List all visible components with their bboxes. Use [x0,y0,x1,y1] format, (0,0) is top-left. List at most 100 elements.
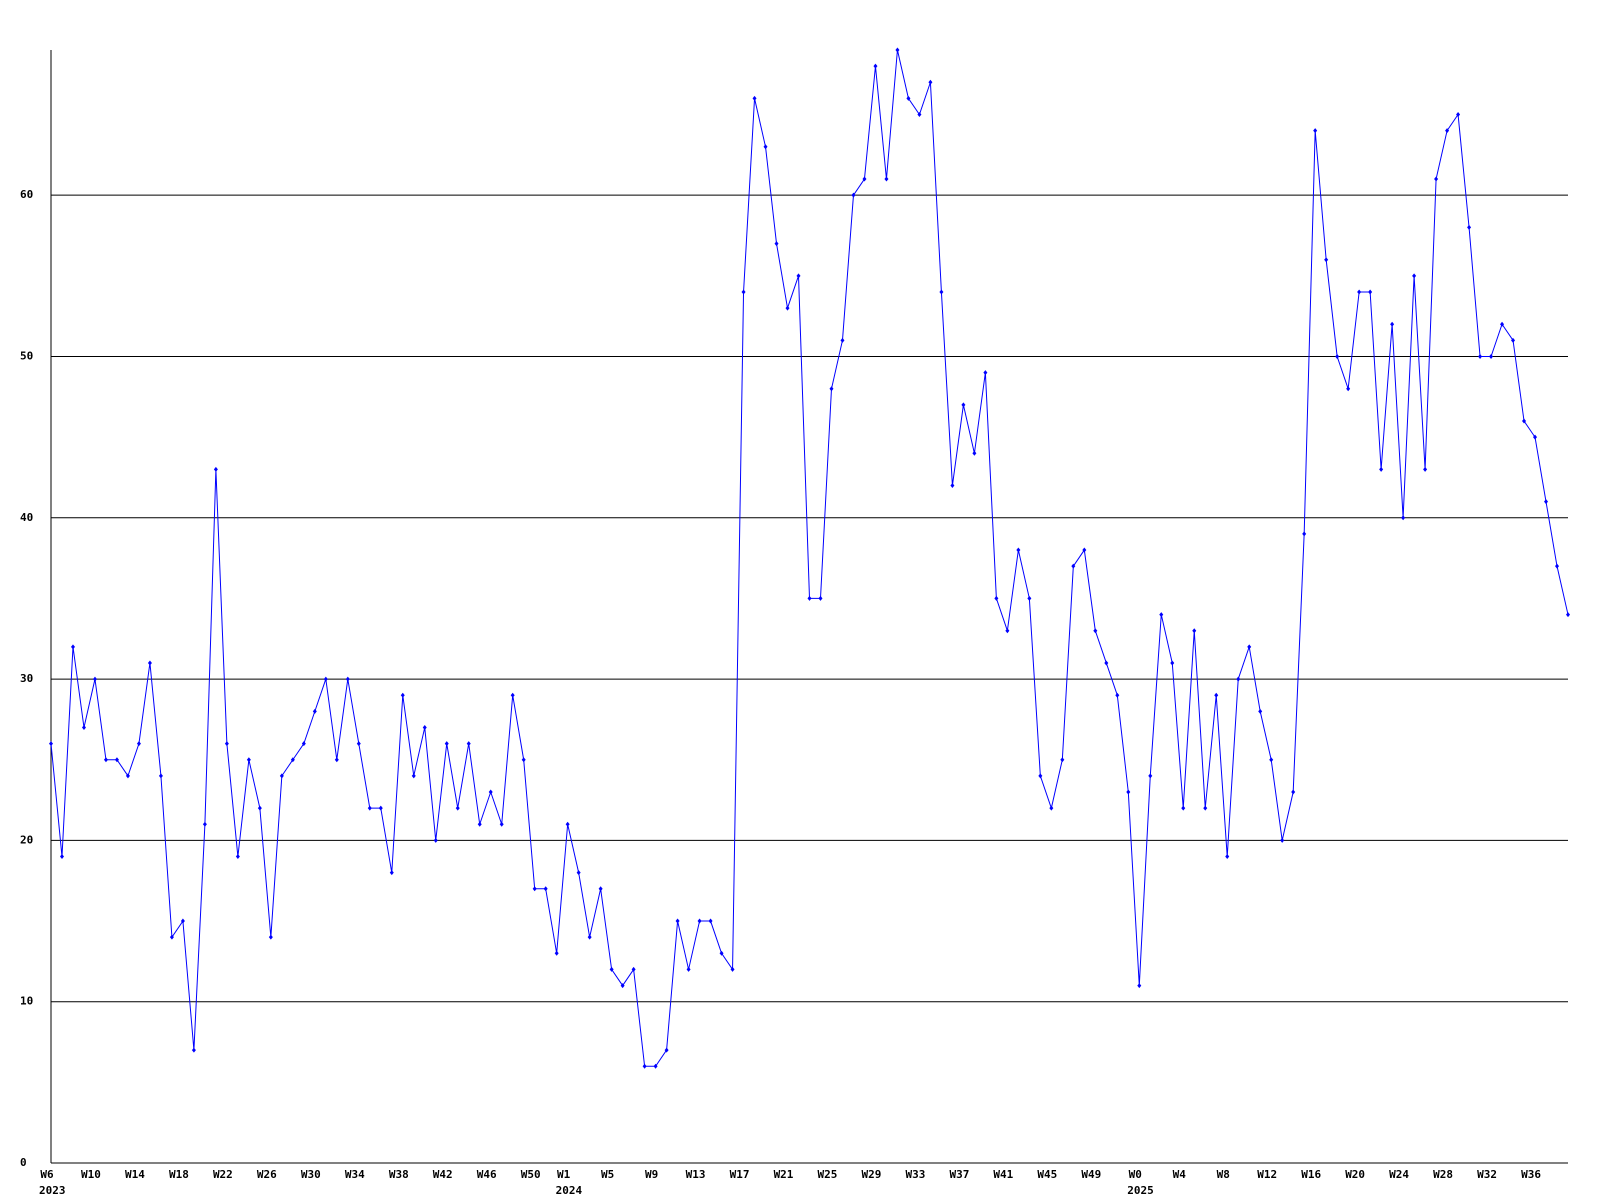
data-point [609,966,614,972]
x-tick-label: W18 [169,1168,189,1181]
x-tick-label: W8 [1217,1168,1230,1181]
data-point [279,773,284,779]
data-point [1236,676,1241,682]
x-tick-label: W45 [1037,1168,1057,1181]
data-point [312,708,317,714]
data-point [389,870,394,876]
data-point [565,821,570,827]
data-point [917,112,922,118]
data-point [576,870,581,876]
data-point [191,1047,196,1053]
y-tick-label: 10 [20,995,33,1008]
x-tick-label: W17 [730,1168,750,1181]
data-line [50,49,1569,1067]
x-tick-label: W9 [645,1168,658,1181]
data-point [1313,128,1318,134]
x-tick-label: W14 [125,1168,145,1181]
data-point [477,821,482,827]
data-point [499,821,504,827]
x-tick-label: W26 [257,1168,277,1181]
data-point [1346,386,1351,392]
data-point [928,79,933,85]
x-tick-label: W36 [1521,1168,1541,1181]
data-point [246,757,251,763]
data-point [1159,612,1164,618]
data-point [1302,531,1307,537]
data-point [862,176,867,182]
data-point [224,741,229,747]
data-point [81,724,86,730]
data-point [488,789,493,795]
data-point [1522,418,1527,424]
data-point [1016,547,1021,553]
data-point [1390,321,1395,327]
data-point [1291,789,1296,795]
data-point [598,886,603,892]
x-tick-label: W29 [862,1168,882,1181]
x-tick-label: W49 [1081,1168,1101,1181]
data-point [631,966,636,972]
data-point [895,47,900,53]
x-tick-label: W34 [345,1168,365,1181]
data-point [1038,773,1043,779]
data-point [1049,805,1054,811]
x-tick-label: W25 [818,1168,838,1181]
data-point [345,676,350,682]
y-tick-label: 30 [20,672,33,685]
data-point [510,692,515,698]
data-point [180,918,185,924]
data-point [554,950,559,956]
data-point [1181,805,1186,811]
data-point [950,483,955,489]
x-tick-label: W16 [1301,1168,1321,1181]
data-point [1027,595,1032,601]
x-tick-label: W38 [389,1168,409,1181]
data-point [268,934,273,940]
data-point [829,386,834,392]
data-point [906,95,911,101]
data-point [1324,257,1329,263]
data-point [1060,757,1065,763]
x-tick-label: W33 [905,1168,925,1181]
data-point [422,724,427,730]
x-year-label: 2024 [556,1184,583,1197]
x-tick-label: W0 [1129,1168,1142,1181]
data-point [1445,128,1450,134]
data-point [1511,337,1516,343]
data-point [873,63,878,69]
data-point [356,741,361,747]
data-point [1423,466,1428,472]
data-point [994,595,999,601]
data-point [323,676,328,682]
data-point [1258,708,1263,714]
x-year-label: 2025 [1127,1184,1154,1197]
x-year-label: 2023 [39,1184,66,1197]
data-point [1148,773,1153,779]
data-point [983,370,988,376]
data-point [1137,983,1142,989]
data-point [213,466,218,472]
x-tick-label: W30 [301,1168,321,1181]
x-tick-label: W28 [1433,1168,1453,1181]
data-point [1269,757,1274,763]
x-tick-label: W5 [601,1168,614,1181]
x-tick-label: W41 [993,1168,1013,1181]
x-tick-label: W12 [1257,1168,1277,1181]
data-point [664,1047,669,1053]
data-point [741,289,746,295]
data-point [400,692,405,698]
data-point [752,95,757,101]
data-point [807,595,812,601]
y-tick-label: 40 [20,511,33,524]
x-tick-label: W24 [1389,1168,1409,1181]
data-point [49,741,53,747]
data-point [334,757,339,763]
data-point [939,289,944,295]
y-tick-label: 50 [20,349,33,362]
y-tick-label: 60 [20,188,33,201]
data-point [532,886,537,892]
data-point [411,773,416,779]
x-tick-label: W6 [40,1168,54,1181]
data-point [290,757,295,763]
data-point [587,934,592,940]
